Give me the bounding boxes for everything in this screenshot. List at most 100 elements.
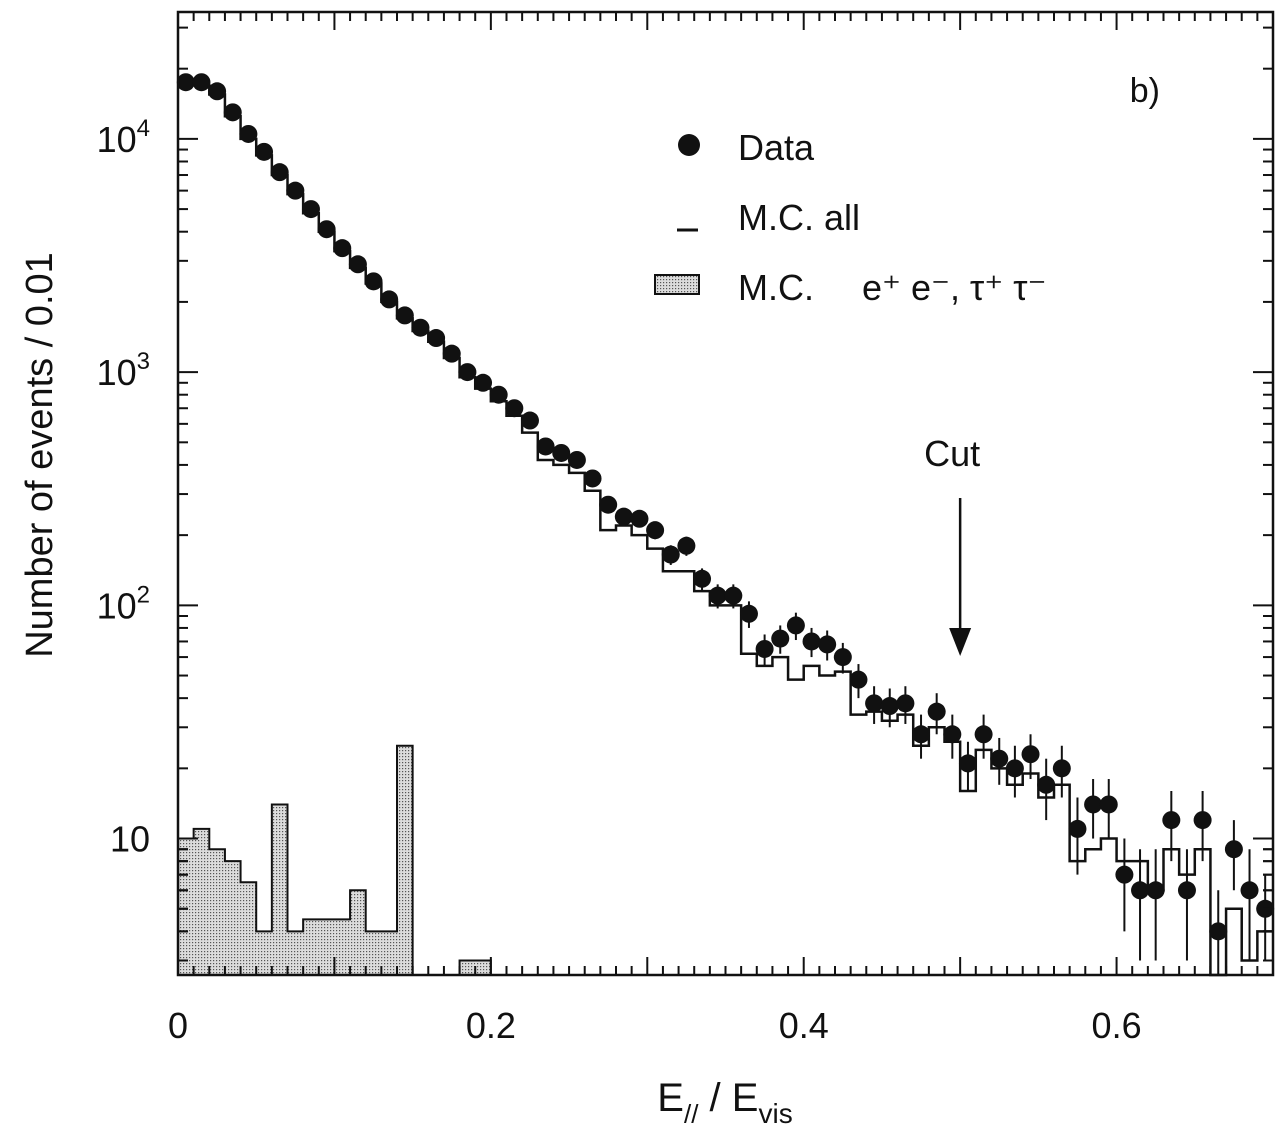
data-point xyxy=(1146,881,1165,900)
mc-background-bin xyxy=(381,931,397,975)
data-point xyxy=(708,586,727,605)
data-point xyxy=(192,73,211,92)
data-point xyxy=(802,632,821,651)
mc-background-bin xyxy=(350,890,366,975)
cut-label: Cut xyxy=(924,433,980,474)
data-point xyxy=(724,586,743,605)
mc-background-bin xyxy=(365,931,382,975)
data-point xyxy=(1193,811,1212,830)
axis-ticks: 0 0.2 0.4 0.6 10 102 103 104 xyxy=(97,12,1274,1046)
data-point xyxy=(1131,881,1150,900)
data-point xyxy=(301,200,320,219)
mc-background-bin xyxy=(459,960,476,975)
data-point xyxy=(255,142,274,161)
panel-label: b) xyxy=(1130,72,1160,110)
data-point xyxy=(865,694,884,713)
mc-background-bin xyxy=(178,838,194,975)
plot-frame xyxy=(176,10,1275,977)
data-point xyxy=(974,725,993,744)
data-point xyxy=(286,181,305,200)
x-tick-label: 0.4 xyxy=(779,1005,829,1046)
y-tick-label: 102 xyxy=(97,581,150,626)
legend-data-label: Data xyxy=(738,127,815,168)
legend-data-marker xyxy=(678,134,700,156)
data-point xyxy=(1021,745,1040,764)
data-point xyxy=(818,635,837,654)
data-point xyxy=(599,495,618,514)
data-point xyxy=(1068,819,1087,838)
data-point xyxy=(1115,865,1134,884)
data-point xyxy=(614,507,633,526)
data-point xyxy=(567,450,586,469)
data-point xyxy=(1177,881,1196,900)
data-point xyxy=(395,306,414,325)
data-point xyxy=(223,103,242,122)
mc-background-bin xyxy=(224,861,241,975)
mc-background-histogram xyxy=(177,744,492,976)
y-tick-label: 103 xyxy=(97,348,150,393)
data-point xyxy=(739,604,758,623)
data-point xyxy=(239,124,258,143)
data-point xyxy=(380,290,399,309)
data-point xyxy=(427,329,446,348)
data-points xyxy=(176,73,1275,975)
data-point xyxy=(693,569,712,588)
data-point xyxy=(583,469,602,488)
mc-background-bin xyxy=(240,882,257,975)
data-point xyxy=(912,725,931,744)
mc-all-histogram xyxy=(178,83,1273,977)
data-point xyxy=(411,318,430,337)
data-point xyxy=(489,385,508,404)
mc-background-bin xyxy=(193,828,210,975)
data-point xyxy=(520,411,539,430)
data-point xyxy=(364,272,383,291)
data-point xyxy=(176,73,195,92)
mc-background-bin xyxy=(397,745,413,975)
mc-background-bin xyxy=(318,919,335,975)
data-point xyxy=(1005,759,1024,778)
data-point xyxy=(474,373,493,392)
data-point xyxy=(1209,922,1228,941)
mc-background-bin xyxy=(287,931,304,975)
data-point xyxy=(317,220,336,239)
legend-mc-bg-label: e⁺ e⁻, τ⁺ τ⁻ xyxy=(862,267,1047,308)
y-tick-label: 10 xyxy=(110,819,150,860)
y-tick-label: 104 xyxy=(97,115,150,160)
x-tick-label: 0.6 xyxy=(1092,1005,1142,1046)
data-point xyxy=(536,437,555,456)
data-point xyxy=(505,399,524,418)
data-point xyxy=(646,521,665,540)
data-point xyxy=(990,749,1009,768)
legend-mc-bg-swatch xyxy=(654,274,700,295)
x-tick-label: 0 xyxy=(168,1005,188,1046)
x-tick-label: 0.2 xyxy=(466,1005,516,1046)
data-point xyxy=(208,82,227,101)
data-point xyxy=(630,509,649,528)
data-point xyxy=(552,443,571,462)
svg-text:Number of events / 0.01: Number of events / 0.01 xyxy=(19,252,61,658)
cut-annotation: Cut xyxy=(924,433,980,656)
data-point xyxy=(896,694,915,713)
data-point xyxy=(755,639,774,658)
cut-arrow-head xyxy=(949,628,972,656)
y-axis-label: Number of events / 0.01 xyxy=(19,252,61,658)
data-point xyxy=(786,616,805,635)
x-axis-label: E// / Evis xyxy=(657,1076,792,1129)
data-point xyxy=(1084,795,1103,814)
data-point xyxy=(1099,795,1118,814)
data-point xyxy=(458,363,477,382)
data-point xyxy=(958,754,977,773)
data-point xyxy=(927,702,946,721)
data-point xyxy=(1052,759,1071,778)
data-point xyxy=(1162,811,1181,830)
data-point xyxy=(1037,775,1056,794)
mc-background-bin xyxy=(209,849,225,975)
mc-background-bin xyxy=(256,931,272,975)
mc-all-step-line xyxy=(178,83,1273,977)
mc-background-bin xyxy=(334,919,351,975)
mc-background-bin xyxy=(475,960,491,975)
legend-mc-bg-prefix: M.C. xyxy=(738,267,814,308)
mc-background-bin xyxy=(271,804,288,975)
data-point xyxy=(943,725,962,744)
